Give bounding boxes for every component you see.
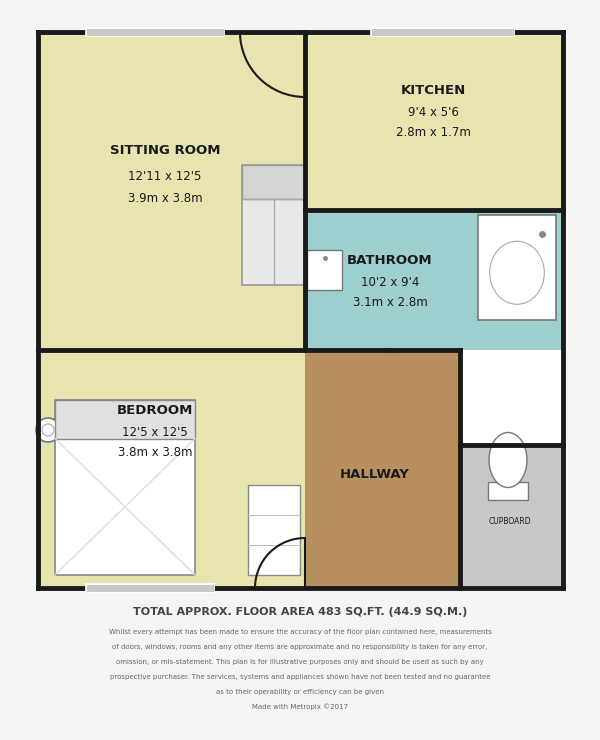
Text: prospective purchaser. The services, systems and appliances shown have not been : prospective purchaser. The services, sys… — [110, 674, 490, 680]
Bar — [460, 445, 563, 588]
Bar — [242, 165, 305, 285]
Bar — [38, 350, 305, 588]
Text: TOTAL APPROX. FLOOR AREA 483 SQ.FT. (44.9 SQ.M.): TOTAL APPROX. FLOOR AREA 483 SQ.FT. (44.… — [133, 607, 467, 617]
Bar — [55, 400, 195, 575]
Text: BATHROOM: BATHROOM — [347, 254, 433, 266]
Text: omission, or mis-statement. This plan is for illustrative purposes only and shou: omission, or mis-statement. This plan is… — [116, 659, 484, 665]
Text: 10'2 x 9'4: 10'2 x 9'4 — [361, 275, 419, 289]
Circle shape — [42, 424, 54, 436]
Bar — [38, 32, 305, 350]
Text: BEDROOM: BEDROOM — [117, 403, 193, 417]
Ellipse shape — [490, 241, 544, 304]
Text: KITCHEN: KITCHEN — [400, 84, 466, 96]
Bar — [248, 485, 300, 575]
Bar — [305, 32, 563, 210]
Bar — [55, 400, 195, 439]
Bar — [242, 165, 305, 198]
Text: 3.9m x 3.8m: 3.9m x 3.8m — [128, 192, 202, 204]
Bar — [305, 210, 563, 350]
Ellipse shape — [489, 432, 527, 488]
Text: of doors, windows, rooms and any other items are approximate and no responsibili: of doors, windows, rooms and any other i… — [112, 644, 488, 650]
Text: SITTING ROOM: SITTING ROOM — [110, 144, 220, 156]
Text: 3.8m x 3.8m: 3.8m x 3.8m — [118, 446, 192, 460]
Text: as to their operability or efficiency can be given: as to their operability or efficiency ca… — [216, 689, 384, 695]
Bar — [488, 482, 528, 500]
Text: HALLWAY: HALLWAY — [340, 468, 410, 482]
Text: Whilst every attempt has been made to ensure the accuracy of the floor plan cont: Whilst every attempt has been made to en… — [109, 629, 491, 635]
Polygon shape — [305, 350, 460, 588]
Circle shape — [36, 418, 60, 442]
Text: 2.8m x 1.7m: 2.8m x 1.7m — [395, 127, 470, 140]
Bar — [307, 250, 342, 290]
Text: 3.1m x 2.8m: 3.1m x 2.8m — [353, 297, 427, 309]
Bar — [478, 215, 556, 320]
Text: CUPBOARD: CUPBOARD — [488, 517, 532, 526]
Text: 9'4 x 5'6: 9'4 x 5'6 — [407, 106, 458, 118]
Bar — [38, 32, 563, 588]
Text: 12'11 x 12'5: 12'11 x 12'5 — [128, 170, 202, 184]
Text: Made with Metropix ©2017: Made with Metropix ©2017 — [252, 704, 348, 710]
Text: 12'5 x 12'5: 12'5 x 12'5 — [122, 425, 188, 439]
